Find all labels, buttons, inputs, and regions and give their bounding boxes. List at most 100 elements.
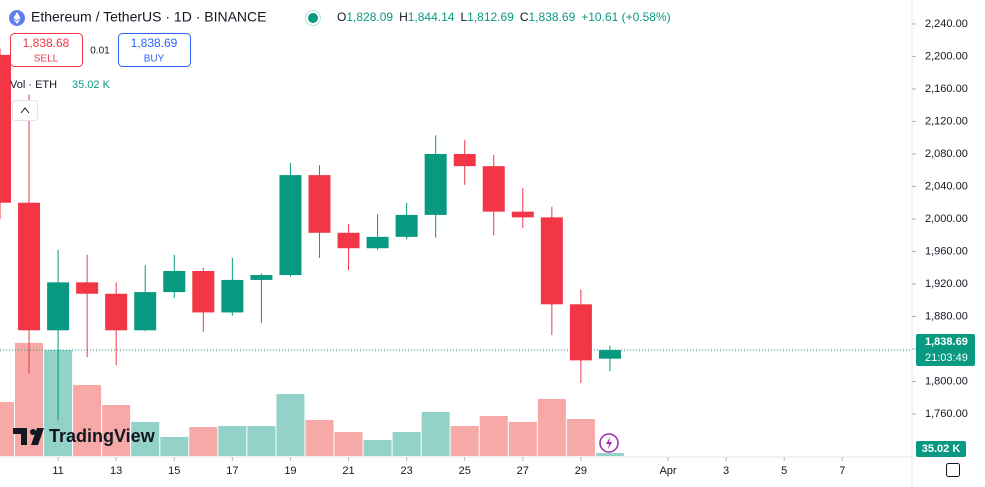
candle-body — [598, 350, 621, 359]
candle-body — [511, 211, 534, 218]
y-tick-label: 2,200.00 — [925, 50, 968, 62]
candle-body — [250, 275, 273, 280]
x-tick-label: 15 — [168, 465, 180, 477]
ohlc-key: H — [399, 10, 408, 24]
x-tick-label: 11 — [52, 465, 63, 477]
x-tick-label: Apr — [659, 465, 676, 477]
volume-bar — [450, 426, 479, 456]
candle-body — [76, 282, 99, 294]
candle-body — [453, 153, 476, 167]
candle-body — [163, 270, 186, 293]
ohlc-value: 1,844.14 — [408, 10, 455, 24]
candle-body — [18, 202, 41, 331]
candle-body — [569, 304, 592, 361]
plot-area — [0, 48, 912, 456]
y-tick-label: 2,040.00 — [925, 180, 968, 192]
candle-body — [482, 166, 505, 212]
ohlc: O1,828.09 H1,844.14 L1,812.69 C1,838.69 +10.… — [337, 10, 671, 24]
symbol: Ethereum / TetherUS · 1D · BINANCE — [31, 9, 266, 25]
volume-bar — [276, 393, 305, 456]
candle-body — [395, 214, 418, 237]
spread: 0.01 — [90, 46, 110, 57]
y-tick-label: 1,760.00 — [925, 408, 968, 420]
volume-bar — [73, 384, 102, 456]
y-tick-label: 1,800.00 — [925, 375, 968, 387]
x-tick-label: 5 — [781, 465, 787, 477]
volume-bar — [305, 420, 334, 456]
x-tick-label: 19 — [284, 465, 296, 477]
volume-bar — [479, 415, 508, 456]
candle-body — [337, 232, 360, 249]
ohlc-value: 1,838.69 — [529, 10, 576, 24]
x-tick-label: 25 — [459, 465, 471, 477]
reset-button[interactable] — [946, 463, 960, 477]
volume-legend-label: Vol · ETH — [10, 79, 57, 91]
price-label: 1,838.69 — [925, 336, 968, 348]
candle-body — [424, 153, 447, 215]
axes: 1,760.001,800.001,840.001,880.001,920.00… — [52, 18, 967, 477]
volume-bar — [508, 421, 537, 456]
logo-icon — [13, 428, 44, 445]
x-tick-label: 7 — [839, 465, 845, 477]
buy-button[interactable] — [118, 33, 191, 67]
candle-body — [308, 175, 331, 233]
sell-button[interactable] — [10, 33, 83, 67]
eth-glyph — [13, 12, 21, 24]
volume-bar — [566, 418, 595, 456]
sell-label: SELL — [34, 54, 59, 65]
y-tick-label: 1,880.00 — [925, 310, 968, 322]
volume-bar — [537, 399, 566, 456]
status-dot — [308, 13, 318, 23]
candle-body — [105, 293, 128, 331]
volume-bar — [131, 421, 160, 456]
y-tick-label: 1,920.00 — [925, 278, 968, 290]
ohlc-key: C — [520, 10, 529, 24]
ohlc-value: 1,828.09 — [346, 10, 393, 24]
volume-bar — [189, 427, 218, 456]
volume-bar — [102, 405, 131, 456]
x-tick-label: 3 — [723, 465, 729, 477]
volume-bar — [392, 432, 421, 456]
labels: 1,838.69 21:03:49 35.02 K — [916, 334, 975, 457]
y-tick-label: 2,160.00 — [925, 83, 968, 95]
y-tick-label: 1,960.00 — [925, 245, 968, 257]
x-tick-label: 21 — [342, 465, 354, 477]
volume-label-box — [916, 441, 966, 457]
candle-body — [134, 292, 157, 331]
logo-text: TradingView — [49, 426, 156, 446]
ohlc-value: 1,812.69 — [467, 10, 514, 24]
candle-body — [540, 217, 563, 305]
volume-bar — [0, 402, 15, 456]
candle-body — [192, 270, 215, 313]
volume-legend-value: 35.02 K — [72, 79, 111, 91]
countdown: 21:03:49 — [925, 352, 968, 364]
candle-body — [366, 236, 389, 249]
price-label-box — [916, 334, 975, 367]
collapse-button[interactable] — [12, 100, 38, 121]
status-ring — [305, 10, 321, 26]
ohlc-key: O — [337, 10, 346, 24]
volume-bar — [421, 412, 450, 456]
volume-bar — [247, 426, 276, 456]
y-tick-label: 2,080.00 — [925, 148, 968, 160]
chevron — [20, 107, 30, 114]
candle-body — [279, 175, 302, 276]
volume-label: 35.02 K — [922, 443, 961, 455]
logo-dot — [30, 429, 36, 435]
event-glyph — [606, 437, 612, 449]
x-tick-label: 13 — [110, 465, 122, 477]
y-tick-label: 2,240.00 — [925, 18, 968, 30]
candle-body — [0, 54, 11, 203]
buy-price: 1,838.69 — [131, 36, 178, 50]
buy-label: BUY — [144, 54, 165, 65]
sell-price: 1,838.68 — [23, 36, 70, 50]
volume-bar — [218, 426, 247, 456]
x-tick-label: 23 — [400, 465, 412, 477]
volume-bar — [334, 432, 363, 456]
y-tick-label: 2,120.00 — [925, 115, 968, 127]
x-tick-label: 27 — [517, 465, 529, 477]
x-tick-label: 29 — [575, 465, 587, 477]
volume-bar — [595, 452, 624, 456]
